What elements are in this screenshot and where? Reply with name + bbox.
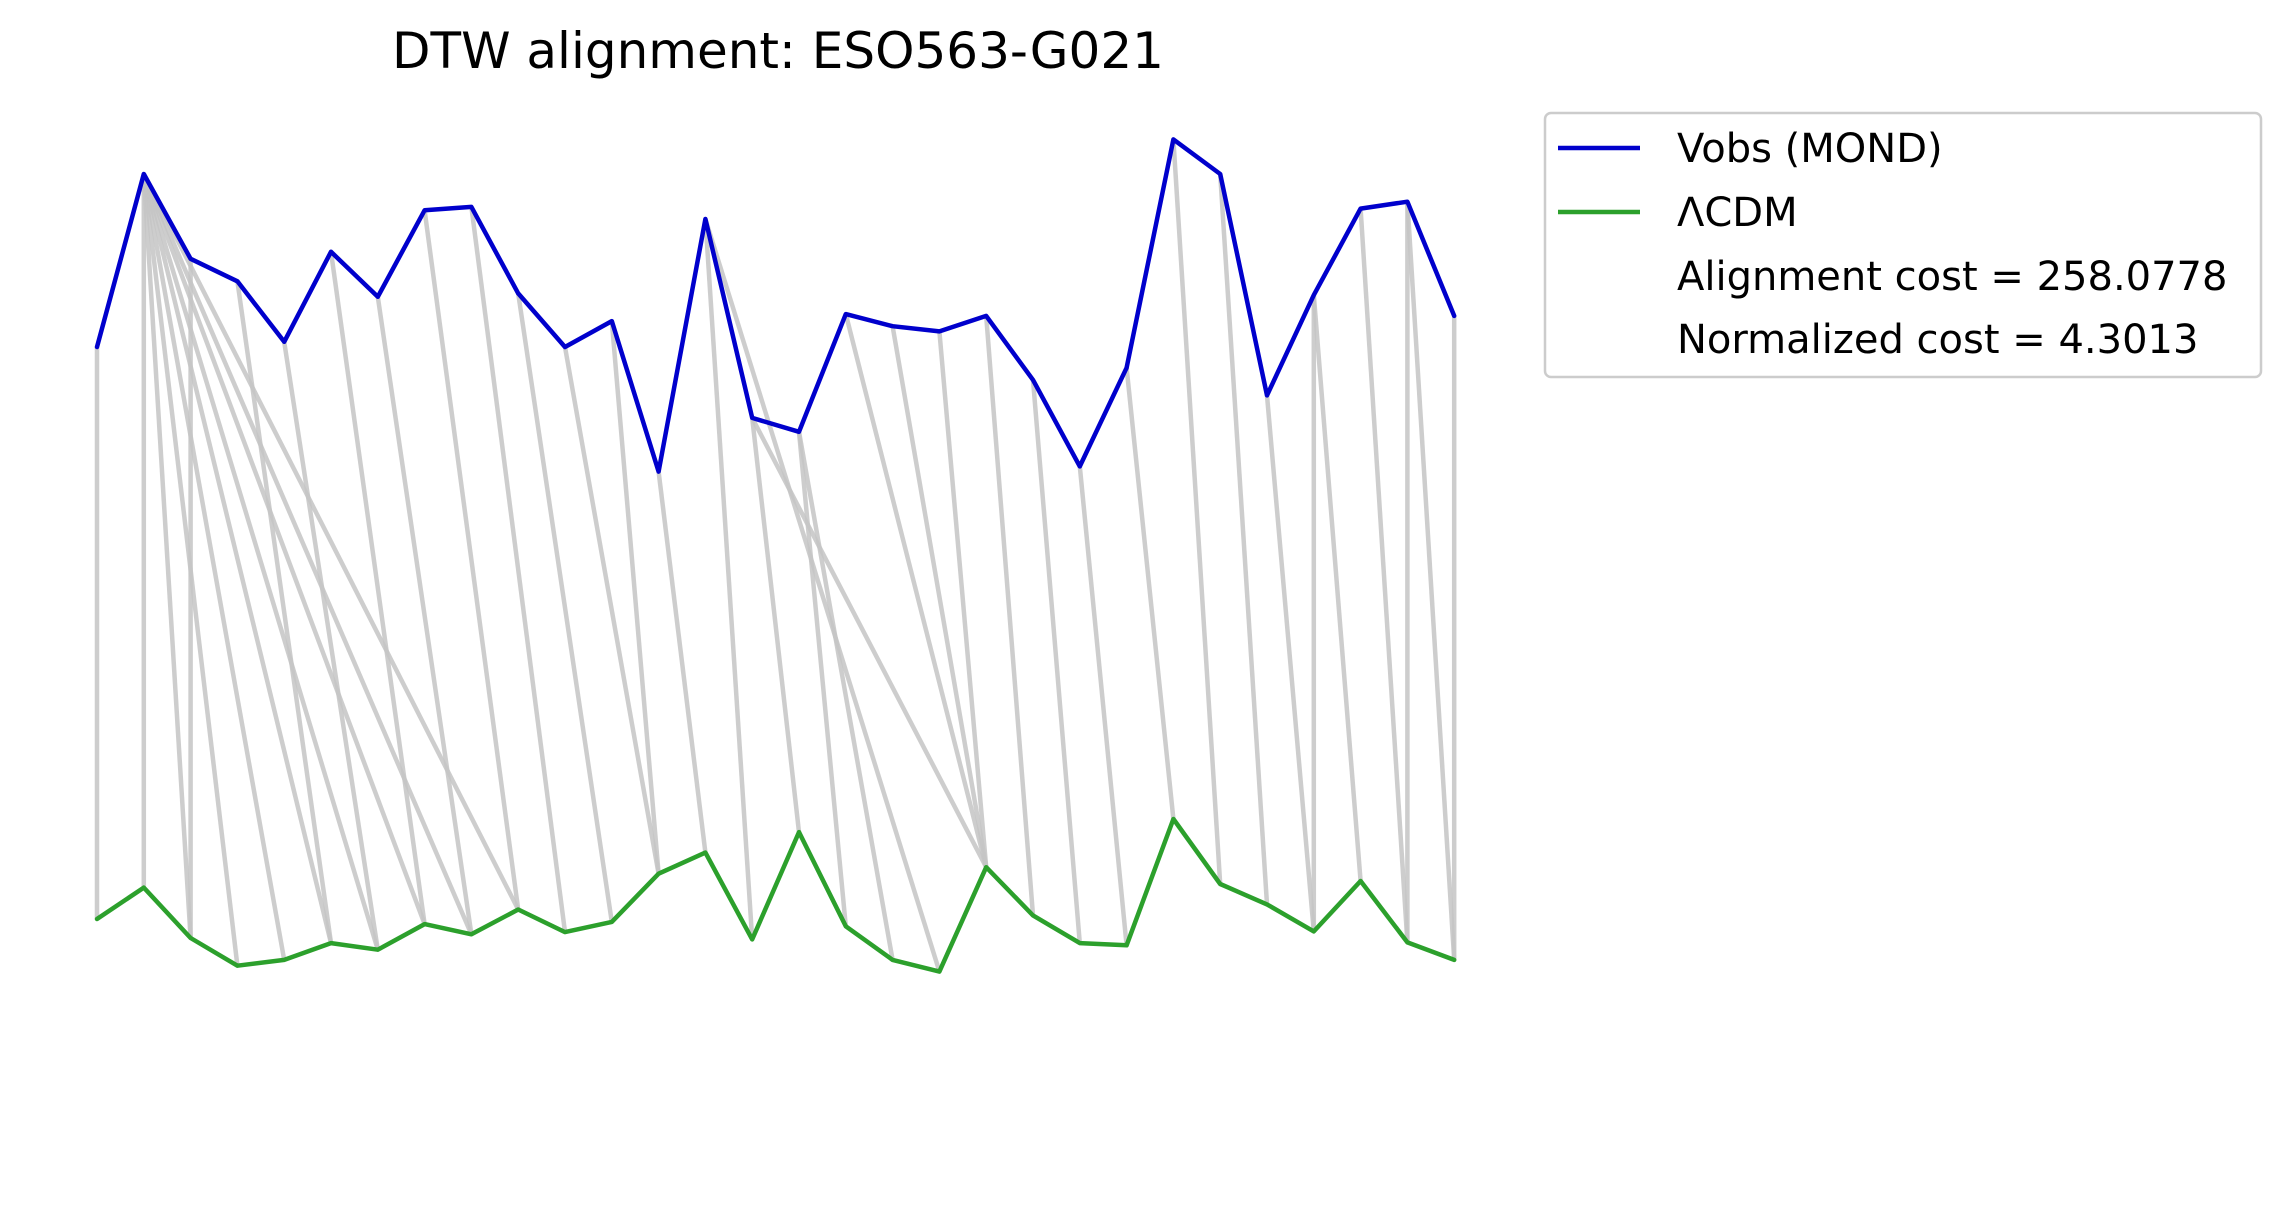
alignment-line — [141, 172, 521, 911]
alignment-line — [141, 173, 193, 939]
alignment-line — [515, 293, 615, 923]
alignment-line — [235, 280, 334, 944]
alignment-line — [703, 218, 942, 973]
legend-label-vobs: Vobs (MOND) — [1677, 126, 1943, 172]
alignment-line — [562, 346, 661, 875]
alignment-line — [1217, 173, 1270, 905]
series-line-lcdm — [94, 816, 1457, 974]
alignment-line — [375, 296, 474, 935]
alignment-line — [469, 206, 568, 933]
alignment-cost-label: Alignment cost = 258.0778 — [1677, 254, 2227, 300]
alignment-line — [656, 471, 708, 853]
alignment-line — [328, 251, 427, 925]
alignment-line — [750, 416, 989, 869]
alignment-line — [890, 325, 989, 868]
alignment-line — [281, 341, 381, 951]
alignment-line — [1264, 395, 1317, 932]
alignment-lines — [94, 139, 1457, 973]
alignment-line — [983, 315, 1036, 916]
alignment-line — [1358, 208, 1410, 943]
alignment-line — [422, 210, 521, 910]
legend: Vobs (MOND) ΛCDM Alignment cost = 258.07… — [1543, 111, 2263, 379]
alignment-line — [1311, 294, 1363, 882]
chart-title: DTW alignment: ESO563-G021 — [392, 22, 1164, 80]
alignment-line — [1405, 201, 1457, 961]
alignment-line — [1030, 379, 1083, 944]
alignment-line — [1171, 139, 1223, 885]
alignment-line — [843, 313, 989, 868]
alignment-line — [141, 173, 474, 936]
alignment-line — [1124, 367, 1176, 820]
alignment-line — [749, 417, 802, 833]
legend-frame — [1543, 111, 2263, 379]
alignment-line — [141, 173, 334, 944]
alignment-line — [937, 331, 989, 868]
alignment-line — [141, 173, 287, 961]
legend-label-lcdm: ΛCDM — [1677, 190, 1798, 236]
series-line-vobs — [94, 137, 1457, 474]
alignment-line — [796, 431, 895, 961]
alignment-line — [609, 320, 661, 874]
alignment-line — [796, 431, 849, 927]
normalized-cost-label: Normalized cost = 4.3013 — [1677, 317, 2198, 363]
alignment-line — [141, 173, 380, 951]
alignment-line — [1077, 466, 1129, 946]
alignment-line — [703, 218, 755, 940]
